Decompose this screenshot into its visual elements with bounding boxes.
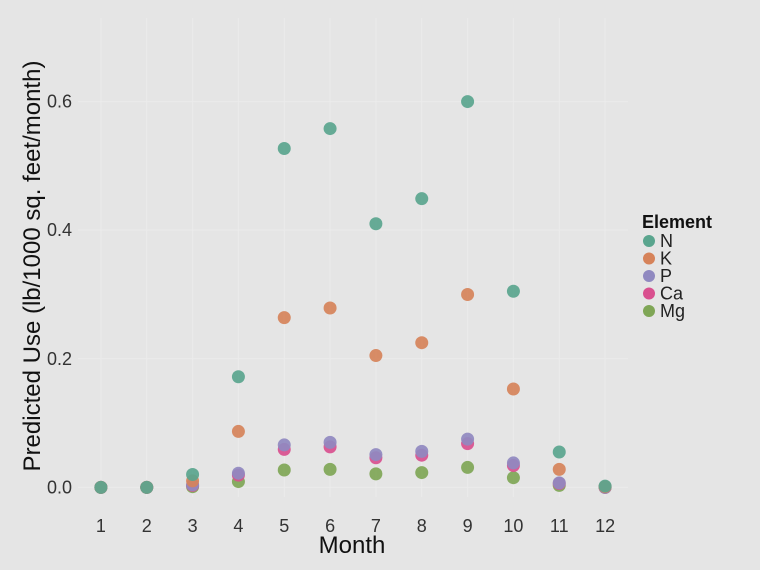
- y-tick-label: 0.0: [47, 477, 72, 497]
- x-tick-label: 5: [279, 516, 289, 536]
- data-point-k: [415, 336, 429, 350]
- x-tick-label: 4: [233, 516, 243, 536]
- x-tick-label: 10: [503, 516, 523, 536]
- legend-key-n: [643, 235, 655, 247]
- legend-label-mg: Mg: [660, 301, 685, 321]
- data-point-k: [323, 301, 337, 315]
- legend-title: Element: [642, 212, 712, 232]
- y-axis-title: Predicted Use (lb/1000 sq. feet/month): [19, 61, 46, 472]
- grid: [78, 18, 628, 497]
- data-point-p: [461, 432, 475, 446]
- data-point-k: [231, 424, 245, 438]
- y-tick-label: 0.4: [47, 220, 72, 240]
- data-point-p: [506, 456, 520, 470]
- x-axis-title: Month: [319, 532, 386, 559]
- legend-key-mg: [643, 305, 655, 317]
- data-point-mg: [323, 462, 337, 476]
- data-point-mg: [369, 467, 383, 481]
- data-point-n: [552, 445, 566, 459]
- legend-label-p: P: [660, 266, 672, 286]
- data-point-n: [277, 142, 291, 156]
- data-point-p: [323, 435, 337, 449]
- legend-label-ca: Ca: [660, 284, 684, 304]
- data-point-mg: [461, 460, 475, 474]
- data-point-n: [415, 192, 429, 206]
- data-points: [94, 95, 612, 494]
- x-tick-label: 11: [550, 516, 569, 536]
- x-tick-label: 6: [325, 516, 335, 536]
- x-tick-label: 2: [142, 516, 152, 536]
- data-point-p: [231, 466, 245, 480]
- legend-key-k: [643, 252, 655, 265]
- y-axis-ticks: 0.0 0.2 0.4 0.6: [47, 92, 72, 498]
- x-tick-label: 12: [595, 516, 615, 536]
- data-point-n: [598, 479, 612, 493]
- legend-label-k: K: [660, 249, 672, 269]
- data-point-n: [231, 370, 245, 384]
- data-point-n: [140, 480, 154, 494]
- y-tick-label: 0.2: [47, 349, 72, 369]
- data-point-p: [369, 448, 383, 462]
- y-tick-label: 0.6: [47, 92, 72, 112]
- data-point-mg: [506, 471, 520, 485]
- data-point-k: [369, 349, 383, 363]
- data-point-k: [461, 287, 475, 301]
- x-tick-label: 7: [371, 516, 381, 536]
- legend-label-n: N: [660, 231, 673, 251]
- x-tick-label: 1: [96, 516, 106, 536]
- x-tick-label: 8: [417, 516, 427, 536]
- data-point-k: [506, 382, 520, 396]
- legend-key-ca: [643, 287, 655, 300]
- x-tick-label: 3: [188, 516, 198, 536]
- data-point-p: [277, 438, 291, 452]
- data-point-n: [369, 217, 383, 231]
- data-point-p: [552, 476, 566, 490]
- data-point-n: [186, 467, 200, 481]
- data-point-mg: [415, 466, 429, 480]
- x-axis-ticks: 1 2 3 4 5 6 7 8 9 10 11 12: [96, 516, 615, 536]
- legend-key-p: [643, 270, 655, 282]
- data-point-k: [552, 462, 566, 476]
- data-point-p: [415, 444, 429, 458]
- x-tick-label: 9: [463, 516, 473, 536]
- data-point-mg: [277, 463, 291, 477]
- data-point-n: [461, 95, 475, 109]
- data-point-n: [506, 284, 520, 298]
- data-point-k: [277, 311, 291, 325]
- data-point-n: [94, 480, 108, 494]
- data-point-n: [323, 122, 337, 136]
